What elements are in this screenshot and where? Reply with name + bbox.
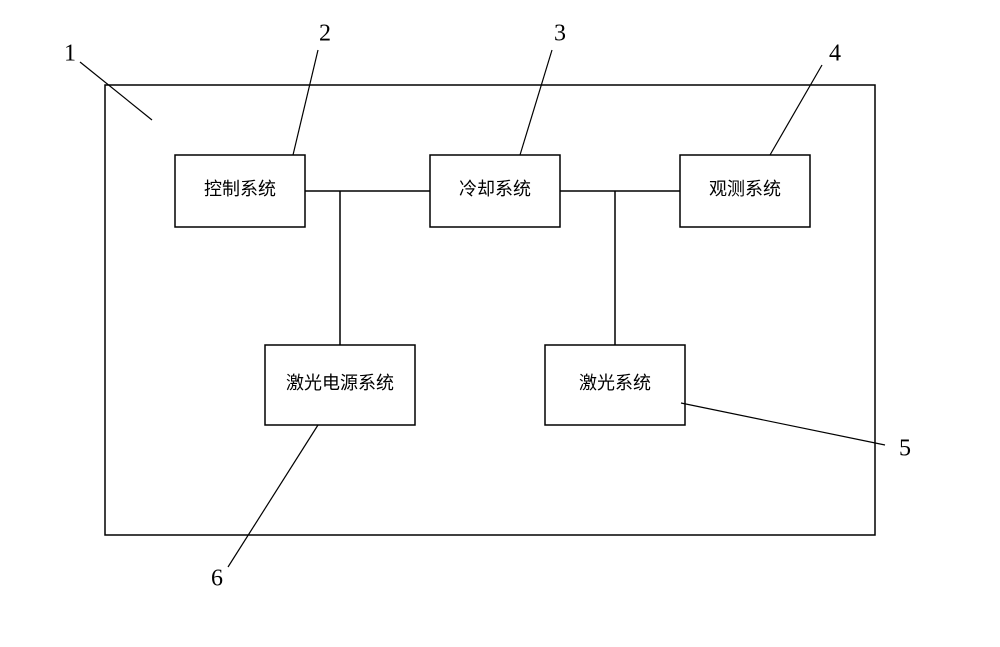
callout-num-c1: 1 [64, 41, 76, 67]
outer-container [105, 85, 875, 535]
node-label-n4: 观测系统 [709, 179, 781, 199]
callout-num-c4: 4 [829, 41, 841, 67]
node-n6: 激光电源系统 [265, 345, 415, 425]
leader-c5 [681, 403, 885, 445]
node-label-n5: 激光系统 [579, 373, 651, 393]
callout-num-c6: 6 [211, 566, 223, 592]
node-label-n6: 激光电源系统 [286, 373, 394, 393]
leader-c3 [520, 50, 552, 155]
callout-num-c3: 3 [554, 21, 566, 47]
node-n5: 激光系统 [545, 345, 685, 425]
node-n4: 观测系统 [680, 155, 810, 227]
leader-c1 [80, 62, 152, 120]
node-label-n2: 控制系统 [204, 179, 276, 199]
leader-c6 [228, 425, 318, 567]
node-n3: 冷却系统 [430, 155, 560, 227]
node-n2: 控制系统 [175, 155, 305, 227]
callout-num-c5: 5 [899, 436, 911, 462]
node-label-n3: 冷却系统 [459, 179, 531, 199]
callout-num-c2: 2 [319, 21, 331, 47]
leader-c4 [770, 65, 822, 155]
leader-c2 [293, 50, 318, 155]
